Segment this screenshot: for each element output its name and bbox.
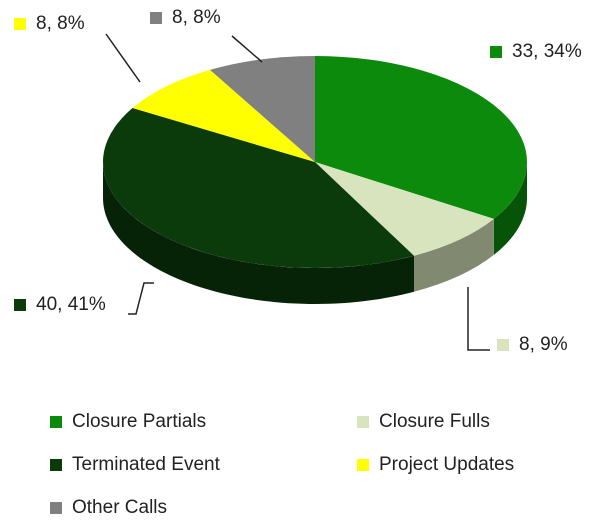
- pie-slice: [132, 69, 315, 162]
- legend-label: Project Updates: [379, 454, 514, 475]
- pie-slice: [102, 108, 414, 269]
- label-swatch: [14, 18, 26, 30]
- leader-line: [128, 282, 154, 315]
- legend-label: Closure Partials: [72, 411, 206, 432]
- leader-line: [231, 35, 263, 63]
- data-label: 8, 8%: [36, 13, 85, 34]
- legend-label: Closure Fulls: [379, 411, 490, 432]
- pie-side: [493, 162, 527, 255]
- pie-side: [413, 218, 494, 292]
- legend-swatch: [50, 416, 62, 428]
- data-label: 33, 34%: [512, 41, 582, 62]
- pie-slice: [315, 162, 494, 256]
- label-swatch: [14, 299, 26, 311]
- data-label: 8, 8%: [172, 7, 221, 28]
- label-swatch: [497, 339, 509, 351]
- legend-swatch: [50, 459, 62, 471]
- leader-line: [467, 287, 490, 351]
- data-label: 8, 9%: [519, 334, 568, 355]
- pie-side: [103, 162, 414, 304]
- leader-line: [105, 33, 141, 83]
- legend-swatch: [50, 502, 62, 514]
- label-swatch: [150, 12, 162, 24]
- legend-swatch: [357, 459, 369, 471]
- label-swatch: [490, 46, 502, 58]
- legend-label: Other Calls: [72, 497, 167, 516]
- data-label: 40, 41%: [36, 294, 106, 315]
- legend-label: Terminated Event: [72, 454, 221, 475]
- pie-slice: [315, 56, 527, 219]
- pie-slice: [209, 56, 315, 162]
- legend-swatch: [357, 416, 369, 428]
